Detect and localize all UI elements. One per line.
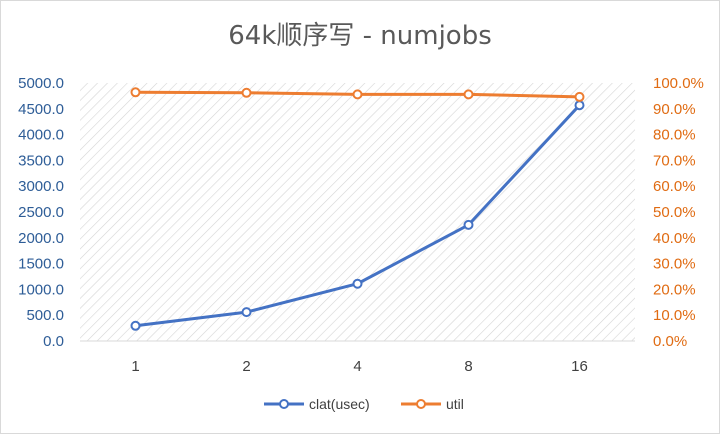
y-right-tick-label: 40.0% [653,230,696,247]
y-right-tick-label: 70.0% [653,152,696,169]
data-point [130,320,141,331]
x-tick-label: 16 [571,358,588,375]
legend-swatch-marker [279,399,289,409]
y-left-tick-label: 0.0 [43,333,64,350]
plot-area [80,83,635,341]
legend-label: util [446,396,464,412]
y-left-tick-label: 1000.0 [18,281,64,298]
y-right-tick-label: 20.0% [653,281,696,298]
y-left-tick-label: 2000.0 [18,230,64,247]
y-left-tick-label: 4000.0 [18,127,64,144]
y-right-tick-label: 30.0% [653,256,696,273]
x-tick-label: 1 [131,358,139,375]
y-left-tick-label: 3500.0 [18,152,64,169]
data-point [574,100,585,111]
data-point [463,219,474,230]
y-left-tick-label: 2500.0 [18,204,64,221]
data-point [352,89,363,100]
y-right-tick-label: 60.0% [653,178,696,195]
y-right-tick-label: 50.0% [653,204,696,221]
y-left-tick-label: 4500.0 [18,101,64,118]
y-right-tick-label: 90.0% [653,101,696,118]
y-left-tick-label: 1500.0 [18,256,64,273]
x-tick-label: 8 [464,358,472,375]
y-right-tick-label: 80.0% [653,127,696,144]
y-left-tick-label: 500.0 [26,307,64,324]
y-right-tick-label: 0.0% [653,333,687,350]
y-right-tick-label: 10.0% [653,307,696,324]
data-point [130,87,141,98]
data-point [463,89,474,100]
y-left-tick-label: 5000.0 [18,75,64,92]
data-point [352,278,363,289]
y-right-tick-label: 100.0% [653,75,704,92]
chart-title: 64k顺序写 - numjobs [228,21,492,51]
legend-label: clat(usec) [309,396,370,412]
data-point [241,87,252,98]
data-point [241,307,252,318]
data-point [574,91,585,102]
x-tick-label: 4 [353,358,361,375]
x-tick-label: 2 [242,358,250,375]
legend-swatch-marker [416,399,426,409]
y-left-tick-label: 3000.0 [18,178,64,195]
